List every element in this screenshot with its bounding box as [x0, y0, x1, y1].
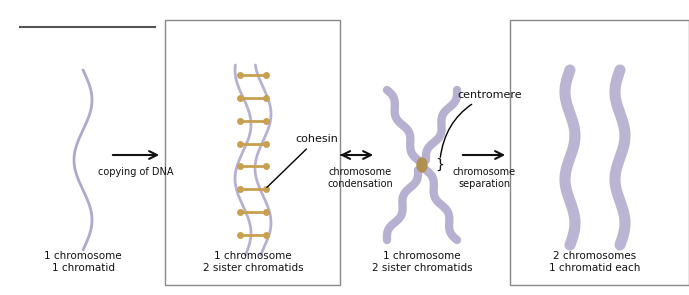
Text: cohesin: cohesin [267, 134, 338, 187]
Ellipse shape [417, 158, 427, 172]
Text: 1 chromosome
2 sister chromatids: 1 chromosome 2 sister chromatids [203, 251, 303, 273]
Text: copying of DNA: copying of DNA [99, 167, 174, 177]
Text: chromosome
separation: chromosome separation [453, 167, 515, 189]
Text: chromosome
condensation: chromosome condensation [327, 167, 393, 189]
Text: centromere: centromere [440, 90, 522, 157]
Text: 2 chromosomes
1 chromatid each: 2 chromosomes 1 chromatid each [549, 251, 641, 273]
Bar [510, 20, 689, 285]
Text: 1 chromosome
2 sister chromatids: 1 chromosome 2 sister chromatids [371, 251, 473, 273]
Text: 1 chromosome
1 chromatid: 1 chromosome 1 chromatid [44, 251, 122, 273]
Bar [165, 20, 340, 285]
Text: }: } [435, 158, 444, 172]
